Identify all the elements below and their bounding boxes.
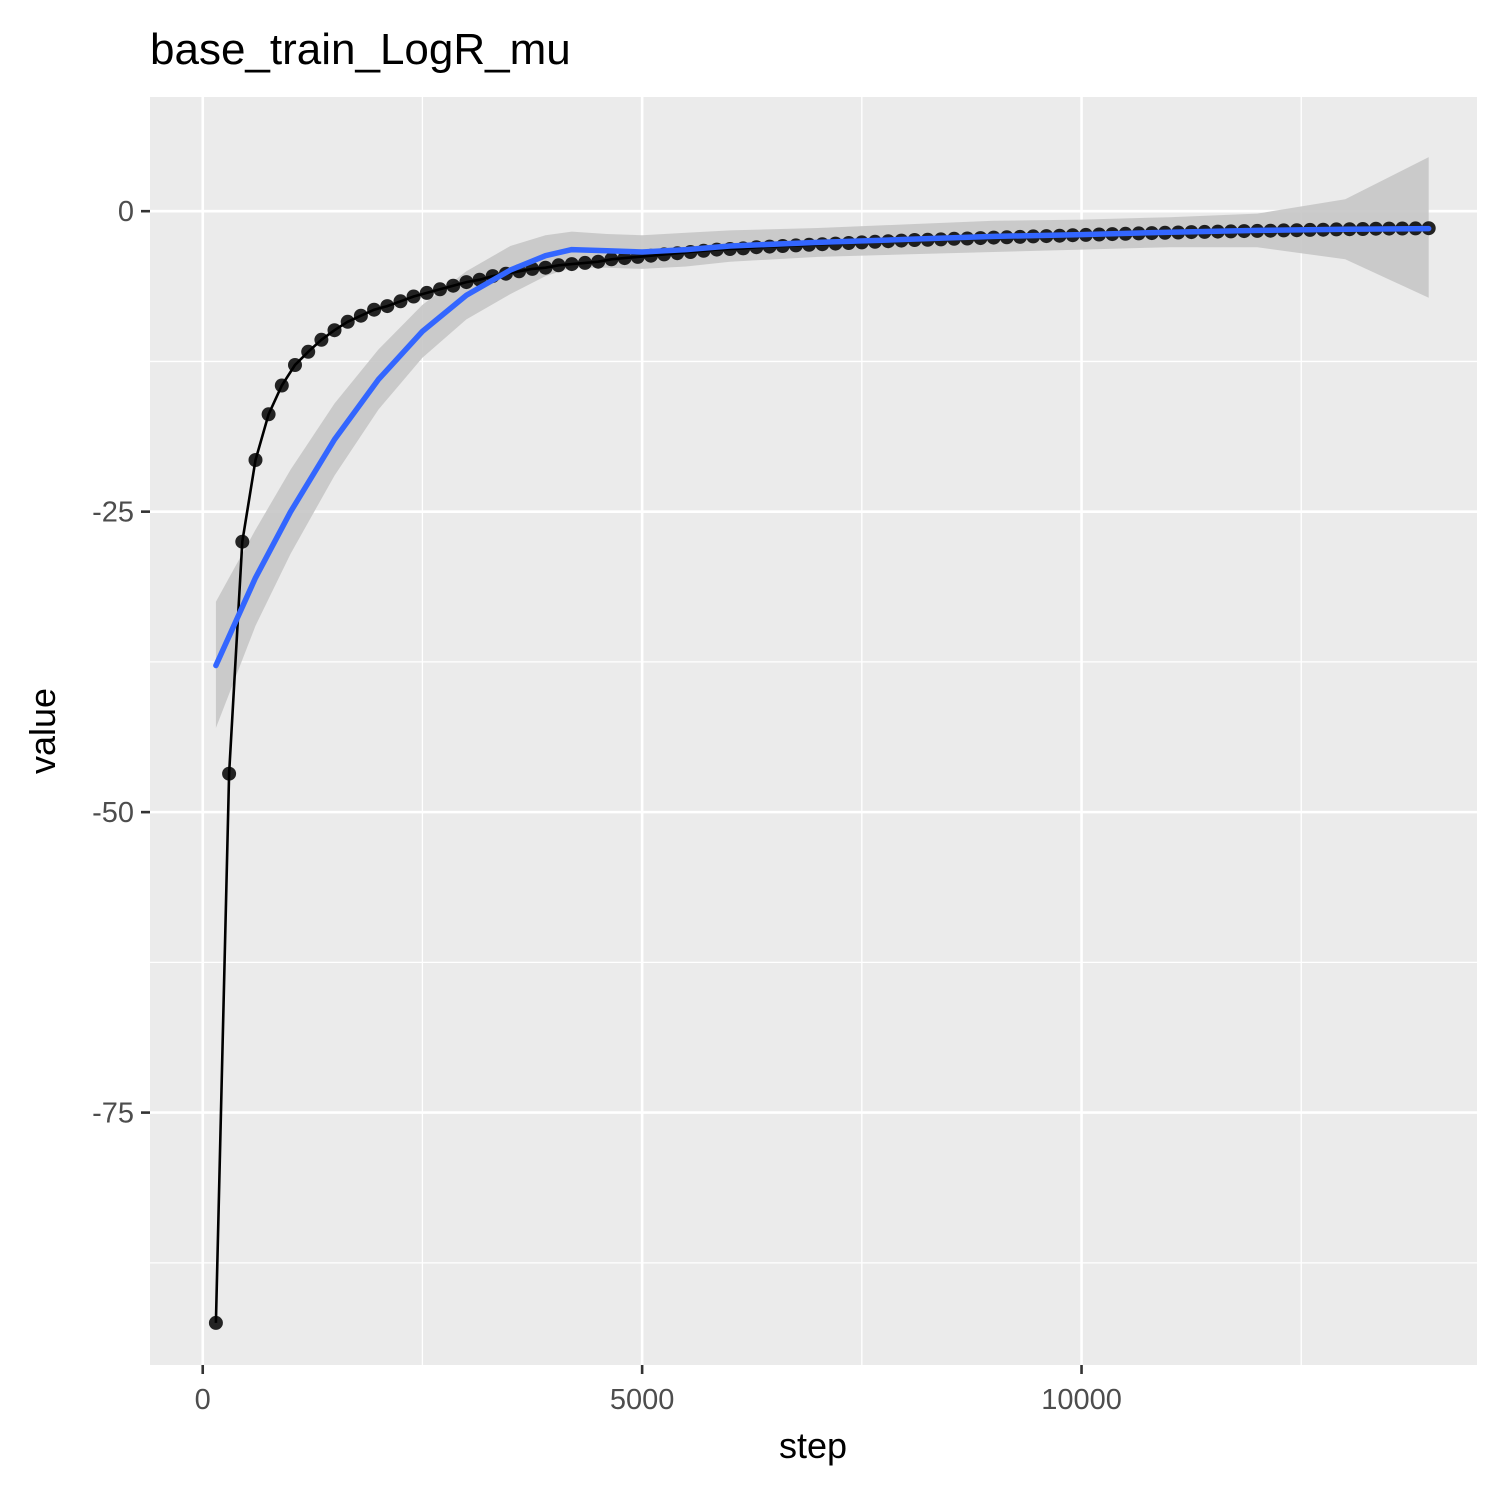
confidence-band-layer bbox=[215, 157, 1429, 729]
data-point bbox=[433, 282, 447, 297]
chart-title: base_train_LogR_mu bbox=[150, 25, 571, 74]
y-tick-label: -75 bbox=[92, 1098, 134, 1130]
y-tick-label: -25 bbox=[92, 497, 134, 529]
data-point bbox=[380, 299, 395, 314]
data-point bbox=[564, 257, 579, 272]
y-axis: 0 -25 -50 -75 bbox=[92, 196, 150, 1130]
data-point bbox=[591, 254, 606, 269]
data-point bbox=[406, 289, 421, 304]
smooth-line-layer bbox=[213, 225, 1432, 669]
data-point bbox=[353, 308, 368, 323]
data-point bbox=[261, 407, 276, 422]
y-axis-title: value bbox=[22, 688, 63, 774]
data-point bbox=[578, 255, 592, 270]
data-point bbox=[340, 314, 355, 329]
y-tick-label: -50 bbox=[92, 797, 134, 829]
x-axis: 0 5000 10000 bbox=[195, 1365, 1122, 1416]
data-point bbox=[248, 453, 263, 467]
x-tick-label: 0 bbox=[195, 1384, 211, 1416]
data-point bbox=[617, 251, 632, 266]
data-point bbox=[459, 275, 474, 290]
data-point bbox=[604, 252, 619, 267]
data-point bbox=[301, 344, 316, 359]
x-axis-title: step bbox=[779, 1425, 847, 1466]
data-point bbox=[274, 378, 289, 393]
data-point bbox=[446, 278, 461, 293]
x-tick-label: 5000 bbox=[610, 1384, 675, 1416]
data-point bbox=[393, 294, 408, 309]
smooth-line bbox=[213, 225, 1432, 669]
data-point bbox=[235, 534, 250, 549]
y-tick-label: 0 bbox=[118, 196, 134, 228]
data-point bbox=[314, 332, 329, 347]
grid-major bbox=[150, 97, 1477, 1365]
data-point bbox=[367, 302, 382, 317]
confidence-band bbox=[215, 157, 1429, 729]
data-point bbox=[538, 260, 553, 275]
data-point bbox=[222, 766, 237, 781]
data-point bbox=[551, 258, 566, 273]
plot-panel bbox=[150, 97, 1477, 1365]
x-tick-label: 10000 bbox=[1041, 1384, 1122, 1416]
data-point bbox=[208, 1315, 223, 1330]
data-point bbox=[327, 323, 342, 338]
data-point bbox=[288, 358, 302, 372]
data-point bbox=[419, 285, 434, 300]
